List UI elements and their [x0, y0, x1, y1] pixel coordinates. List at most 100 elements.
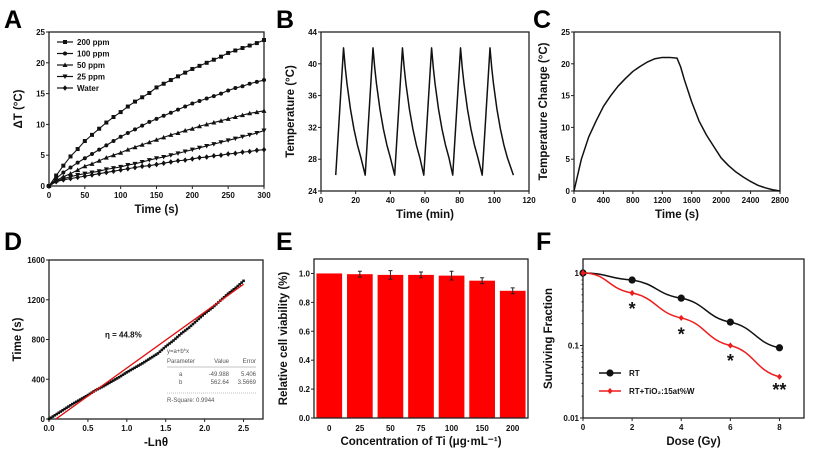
y-tick-label: 44 [308, 28, 317, 37]
data-point [247, 110, 253, 116]
data-point [108, 381, 111, 385]
panel-label: D [4, 228, 22, 256]
error-bar [480, 277, 485, 285]
data-point [127, 369, 131, 373]
x-tick-label: 75 [417, 424, 426, 433]
data-point [119, 374, 123, 378]
x-tick-label: 1.0 [121, 424, 133, 433]
data-point [154, 137, 159, 142]
legend-marker [62, 62, 68, 67]
data-point [76, 399, 80, 403]
data-point [207, 309, 210, 312]
data-point [204, 60, 209, 65]
x-tick-label: 2.0 [199, 424, 211, 433]
y-axis-title: Relative cell viability (%) [278, 272, 290, 406]
panel-label: F [536, 228, 551, 256]
data-point [63, 407, 66, 411]
panel-e: E 0 25 50 75 100 150 200 0.0 0.2 0.4 0.6 0.8 1.0 Conce… [276, 228, 529, 448]
legend-marker [62, 74, 68, 79]
error-bar [419, 271, 423, 279]
r-square: R-Square: 0.9944 [167, 398, 215, 404]
data-point [775, 344, 784, 352]
data-point [118, 150, 124, 155]
data-point [132, 164, 138, 171]
y-tick-label: 400 [32, 375, 46, 384]
data-point [211, 142, 217, 147]
y-tick-label: 0 [41, 182, 46, 191]
fit-cell: 5.406 [241, 372, 257, 378]
data-point [175, 157, 181, 164]
data-point [82, 173, 88, 179]
data-point [84, 394, 88, 398]
data-point [175, 151, 181, 156]
x-tick-label: 200 [186, 191, 200, 200]
data-point [82, 139, 87, 144]
x-tick-label: 100 [445, 424, 459, 433]
y-tick-label: 0.8 [299, 298, 311, 307]
data-point [106, 382, 109, 386]
data-point [254, 131, 260, 136]
data-point [240, 112, 245, 118]
y-tick-label: 5 [566, 155, 571, 164]
x-tick-label: 2800 [771, 196, 789, 205]
y-axis-title: Temperature Change (°C) [538, 42, 550, 180]
panel-a: A 0 50 100 150 200 250 300 0 5 10 15 20 25 Time (s) ΔT … [4, 6, 271, 216]
data-point [233, 48, 238, 53]
data-point [168, 78, 173, 83]
data-point [161, 113, 166, 118]
x-axis-title: Time (min) [396, 209, 454, 221]
data-point [727, 342, 733, 349]
data-point [46, 183, 52, 189]
data-point [183, 104, 188, 109]
y-tick-label: 0.4 [299, 356, 311, 365]
data-point [201, 314, 204, 317]
data-point [232, 136, 238, 142]
data-point [154, 156, 159, 161]
legend-marker [606, 369, 614, 377]
data-point [162, 346, 166, 350]
panel-d: D 0.0 0.5 1.0 1.5 2.0 2.5 0 400 800 1200 1600 -Lnθ Ti… [4, 228, 264, 449]
data-point [96, 170, 102, 177]
data-point [261, 108, 267, 113]
data-point [68, 171, 73, 176]
fit-header: Value [214, 359, 230, 365]
data-point [179, 332, 183, 335]
fit-line [55, 283, 244, 420]
data-point [75, 160, 80, 165]
data-point [228, 290, 232, 294]
x-tick-label: 0 [581, 423, 586, 432]
x-axis-title: Time (s) [655, 209, 699, 221]
data-point [78, 398, 82, 401]
data-point [132, 161, 138, 167]
data-point [182, 157, 188, 163]
legend-marker [63, 40, 67, 44]
data-point [222, 295, 226, 299]
data-point [176, 74, 180, 79]
x-tick-label: 60 [421, 196, 430, 205]
plot-frame [48, 259, 264, 420]
data-point [181, 330, 185, 334]
data-point [232, 288, 236, 291]
error-bar [449, 270, 454, 281]
data-point [123, 372, 127, 375]
x-tick-label: 200 [506, 424, 520, 433]
data-point [146, 158, 152, 163]
x-tick-label: 800 [626, 196, 640, 205]
x-tick-label: 100 [114, 191, 128, 200]
data-point [150, 355, 154, 359]
data-point [168, 342, 171, 345]
data-point [111, 139, 116, 144]
data-point [75, 167, 81, 172]
data-point [135, 365, 138, 369]
data-point [69, 404, 72, 407]
data-point [146, 358, 150, 361]
x-tick-label: 120 [522, 196, 536, 205]
data-point [89, 172, 95, 178]
data-point [139, 363, 142, 366]
y-tick-label: 32 [308, 123, 317, 132]
significance-marker: * [727, 351, 734, 371]
legend-label: 25 ppm [77, 73, 105, 82]
x-tick-label: 40 [386, 196, 395, 205]
data-point [189, 324, 193, 328]
data-point [90, 151, 94, 156]
